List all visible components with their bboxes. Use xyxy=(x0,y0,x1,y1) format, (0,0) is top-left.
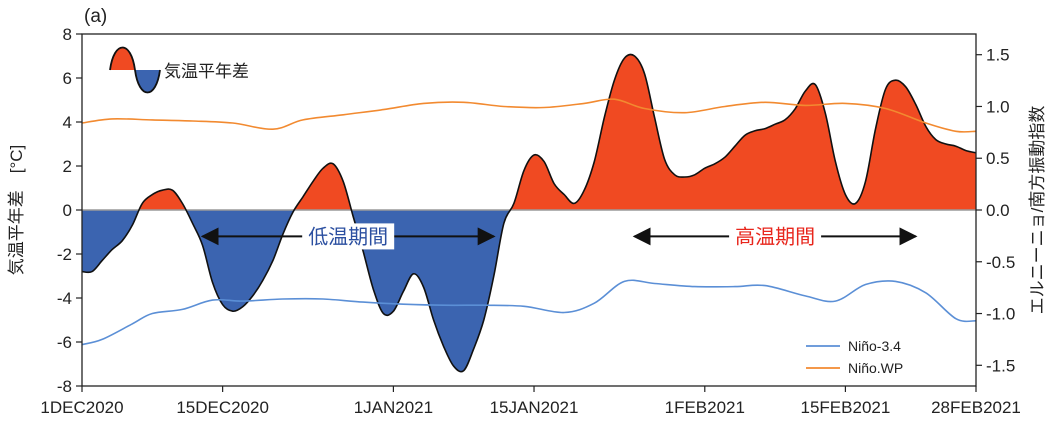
period-label-bg-1 xyxy=(729,223,822,250)
left-y-tick-label: -4 xyxy=(57,289,72,308)
period-label-0: 低温期間 xyxy=(308,225,388,248)
x-tick-label: 1FEB2021 xyxy=(665,398,745,417)
left-y-tick-label: 4 xyxy=(63,113,72,132)
inset-legend-label: 気温平年差 xyxy=(164,62,249,81)
left-y-tick-label: 8 xyxy=(63,25,72,44)
x-tick-label: 1DEC2020 xyxy=(40,398,123,417)
right-y-tick-label: 1.5 xyxy=(986,46,1010,65)
temperature-anomaly-line xyxy=(81,53,977,373)
panel-label: (a) xyxy=(84,6,107,27)
series-line-ni-o-wp xyxy=(81,98,977,133)
left-y-axis-title: 気温平年差 [°C] xyxy=(7,145,26,276)
positive-anomaly-fill xyxy=(82,54,976,210)
right-y-tick-label: 1.0 xyxy=(986,97,1010,116)
inset-curve xyxy=(109,46,161,94)
period-label-bg-0 xyxy=(302,223,395,250)
x-tick-label: 15JAN2021 xyxy=(490,398,579,417)
left-y-tick-label: 6 xyxy=(63,69,72,88)
legend-label-1: Niño.WP xyxy=(848,360,903,376)
period-label-1: 高温期間 xyxy=(735,225,815,248)
x-tick-label: 28FEB2021 xyxy=(931,398,1021,417)
legend-label-0: Niño-3.4 xyxy=(848,338,901,354)
inset-negative-swatch xyxy=(135,70,160,93)
x-tick-label: 1JAN2021 xyxy=(354,398,433,417)
temperature-anomaly-area xyxy=(81,53,977,373)
right-y-tick-label: -0.5 xyxy=(986,253,1015,272)
right-y-axis-title: エルニーニョ/南方振動指数 xyxy=(1028,106,1047,315)
axes: 8 6 4 2 0 -2 -4 -6 -8 1.5 1.0 0.5 0.0 -0.5 -1.0 -1.5 1DE… xyxy=(7,25,1047,417)
left-y-tick-label: 0 xyxy=(63,201,72,220)
right-y-tick-label: -1.5 xyxy=(986,356,1015,375)
period-annotations: 低温期間 高温期間 xyxy=(200,223,918,250)
x-tick-label: 15FEB2021 xyxy=(801,398,891,417)
index-lines xyxy=(81,98,977,346)
right-y-tick-label: 0.0 xyxy=(986,201,1010,220)
left-y-tick-label: -6 xyxy=(57,333,72,352)
left-y-tick-label: 2 xyxy=(63,157,72,176)
right-y-tick-label: -1.0 xyxy=(986,305,1015,324)
inset-legend: 気温平年差 xyxy=(109,46,249,94)
series-line-ni-o-3-4 xyxy=(81,279,977,346)
legend: Niño-3.4 Niño.WP xyxy=(806,338,903,376)
inset-positive-swatch xyxy=(110,47,135,70)
left-y-tick-label: -8 xyxy=(57,377,72,396)
negative-anomaly-fill xyxy=(82,210,976,372)
right-y-tick-label: 0.5 xyxy=(986,149,1010,168)
left-y-tick-label: -2 xyxy=(57,245,72,264)
x-tick-label: 15DEC2020 xyxy=(176,398,269,417)
